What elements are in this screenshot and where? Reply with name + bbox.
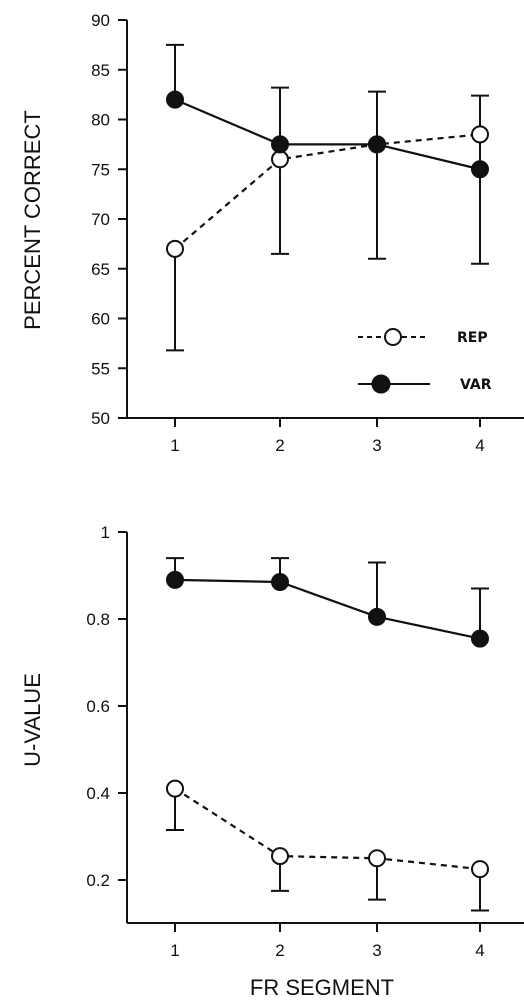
top-y-tick-label: 90	[91, 11, 110, 30]
bottom-point-var	[166, 570, 184, 589]
bottom-panel-ticks: 0.2 0.4 0.6 0.8 1 1 2 3 4	[86, 523, 484, 960]
bottom-y-tick-label: 0.6	[86, 697, 110, 716]
bottom-point-var	[471, 629, 489, 648]
bottom-point-var	[368, 607, 386, 626]
bottom-y-tick-label: 0.8	[86, 610, 110, 629]
top-point-rep	[271, 150, 289, 169]
legend-var-label: VAR	[460, 377, 492, 393]
top-x-tick-label: 1	[170, 436, 179, 455]
top-y-tick-label: 75	[91, 160, 110, 179]
bottom-x-tick-label: 2	[275, 941, 284, 960]
bottom-x-tick-label: 4	[475, 941, 484, 960]
top-x-tick-label: 2	[275, 436, 284, 455]
bottom-y-tick-label: 0.2	[86, 871, 110, 890]
bottom-x-axis-title: FR SEGMENT	[250, 975, 394, 1000]
top-point-rep	[471, 125, 489, 144]
top-point-var	[166, 90, 184, 109]
bottom-panel-series	[166, 557, 489, 912]
top-y-tick-label: 70	[91, 210, 110, 229]
bottom-point-var	[271, 573, 289, 592]
top-point-var	[271, 135, 289, 154]
bottom-point-rep	[271, 847, 289, 866]
top-point-var	[471, 160, 489, 179]
top-x-tick-label: 4	[475, 436, 484, 455]
bottom-point-rep	[471, 860, 489, 879]
top-y-tick-label: 65	[91, 260, 110, 279]
legend-rep-marker	[384, 328, 402, 346]
top-series-line-var	[174, 98, 481, 171]
top-y-tick-label: 60	[91, 310, 110, 329]
top-y-tick-label: 55	[91, 359, 110, 378]
legend-var-marker	[371, 374, 391, 394]
top-y-axis-title: PERCENT CORRECT	[20, 110, 45, 330]
bottom-y-tick-label: 0.4	[86, 784, 110, 803]
top-y-tick-label: 85	[91, 61, 110, 80]
bottom-y-tick-label: 1	[101, 523, 110, 542]
bottom-x-tick-label: 3	[372, 941, 381, 960]
bottom-panel-axes	[126, 532, 524, 924]
top-y-tick-label: 50	[91, 409, 110, 428]
top-point-rep	[166, 239, 184, 258]
legend-rep-label: REP	[457, 330, 488, 346]
top-series-line-rep	[174, 133, 481, 250]
top-panel-series	[166, 43, 489, 352]
top-panel-ticks: 50 55 60 65 70 75 80 85 90 1 2 3 4	[91, 11, 485, 455]
bottom-series-line-var	[174, 578, 481, 640]
bottom-point-rep	[166, 779, 184, 798]
legend: REP VAR	[358, 328, 492, 394]
top-x-tick-label: 3	[372, 436, 381, 455]
bottom-series-line-rep	[174, 787, 481, 871]
top-point-var	[368, 135, 386, 154]
bottom-x-tick-label: 1	[170, 941, 179, 960]
top-panel-axes	[126, 20, 524, 419]
bottom-y-axis-title: U-VALUE	[20, 673, 45, 767]
bottom-point-rep	[368, 849, 386, 868]
top-y-tick-label: 80	[91, 111, 110, 130]
